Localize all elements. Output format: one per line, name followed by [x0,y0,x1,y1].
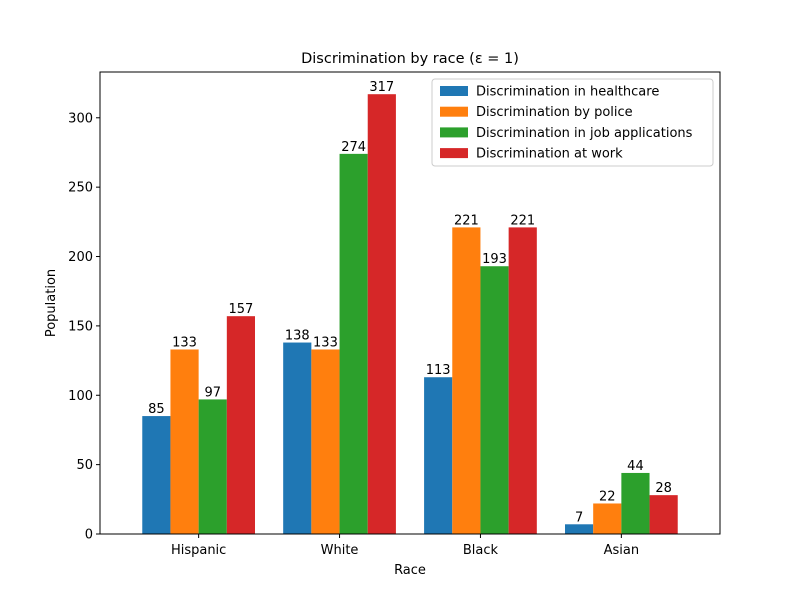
y-tick-label: 50 [76,458,93,473]
data-label: 138 [285,329,310,344]
data-label: 221 [454,213,479,228]
bars-group [142,94,678,535]
data-label: 157 [228,302,253,317]
legend-swatch [440,127,468,138]
data-label: 221 [510,213,535,228]
legend-label: Discrimination at work [476,147,623,162]
bar-black-series-1 [424,377,453,534]
y-tick-label: 150 [68,319,93,334]
bar-hispanic-series-4 [226,316,255,534]
bar-hispanic-series-3 [198,399,227,534]
legend-swatch [440,86,468,96]
bar-hispanic-series-2 [170,349,199,534]
y-tick-label: 300 [68,111,93,126]
chart-title: Discrimination by race (ε = 1) [301,51,519,67]
bar-black-series-4 [508,227,537,534]
bar-asian-series-1 [565,524,594,534]
bar-asian-series-4 [649,495,678,534]
legend-label: Discrimination in job applications [476,126,693,141]
x-axis-label: Race [394,563,426,578]
x-tick-label-black: Black [463,543,499,558]
data-label: 317 [369,80,394,95]
data-label: 85 [148,402,165,417]
bar-black-series-3 [480,266,509,534]
y-tick-label: 200 [68,250,93,265]
data-label: 133 [172,335,197,350]
bar-hispanic-series-1 [142,416,171,534]
data-label: 113 [426,363,451,378]
bar-white-series-2 [311,349,340,534]
data-label: 22 [599,489,616,504]
plot-frame [99,71,721,535]
bar-white-series-3 [339,153,368,535]
x-axis: Hispanic White Black Asian [171,534,639,558]
x-tick-label-asian: Asian [604,543,639,558]
bar-black-series-2 [452,227,481,534]
y-tick-label: 100 [68,389,93,404]
bar-asian-series-2 [593,503,622,534]
y-tick-label: 0 [85,528,93,543]
legend-label: Discrimination by police [476,105,633,120]
data-label: 193 [482,252,507,267]
data-label: 97 [204,385,221,400]
legend: Discrimination in healthcare Discriminati… [431,78,714,167]
bar-white-series-4 [367,94,396,534]
data-label: 274 [341,140,366,155]
x-tick-label-white: White [321,543,359,558]
legend-box [431,78,714,167]
y-tick-label: 250 [68,181,93,196]
bar-asian-series-3 [621,472,650,534]
x-tick-label-hispanic: Hispanic [171,543,226,558]
legend-swatch [440,106,468,117]
legend-label: Discrimination in healthcare [476,85,659,100]
data-label: 7 [575,510,583,525]
data-label: 28 [655,481,672,496]
data-label: 44 [627,459,644,474]
y-axis: 0 50 100 150 200 250 300 [68,111,100,543]
legend-swatch [440,148,468,159]
y-axis-label: Population [44,269,59,337]
data-label: 133 [313,335,338,350]
bar-white-series-1 [283,342,312,534]
